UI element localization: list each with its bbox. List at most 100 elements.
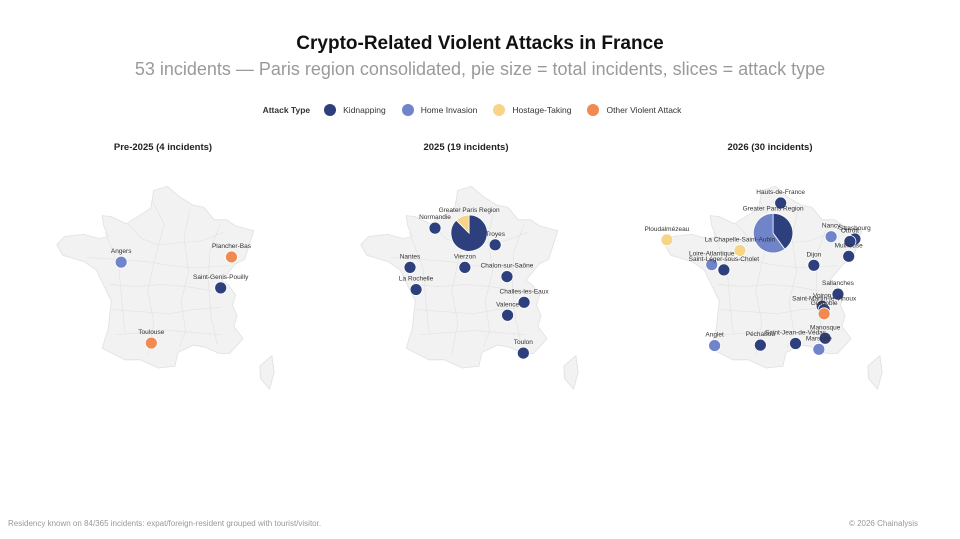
pie-normandie [428,221,442,235]
legend-label-home-invasion: Home Invasion [420,105,478,115]
panel-title-pre-2025: Pre-2025 (4 incidents) [113,142,213,153]
map-panel-0: Angers Plancher-Bas Saint-Genis-Pouilly Tou… [56,185,275,390]
location-label-angers: Angers [111,248,132,255]
pie-plancher-bas [225,250,238,264]
pie-grenoble [817,307,831,321]
pie-slice-nancy-home-invasion [824,230,838,244]
legend-swatch-kidnapping [324,104,337,116]
region-border [717,284,820,292]
pie-slice-saint-jean-de-vedas-kidnapping [789,337,802,350]
pie-slice-hauts-de-france-kidnapping [774,196,788,210]
france-outline [56,185,255,369]
pie-slice-pechabou-kidnapping [753,338,767,352]
legend-label-other-violent-attack: Other Violent Attack [606,105,682,115]
pie-toulon [516,346,530,360]
location-label-loire-atlantique: Loire-Atlantique [689,251,735,258]
location-label-ottrott: Ottrott [841,227,859,234]
location-label-marseille: Marseille [806,335,832,342]
region-border [413,284,516,292]
pie-valence [501,308,514,322]
pie-slice-loire-atlantique-home-invasion [705,258,719,272]
pie-slice-greater-paris-region-kidnapping [450,214,488,252]
legend-label-hostage-taking: Hostage-Taking [512,105,572,115]
location-label-anglet: Anglet [705,332,724,339]
pie-greater-paris-region [450,214,488,252]
legend-label-kidnapping: Kidnapping [343,105,386,115]
pie-challes-les-eaux [517,295,531,309]
pie-saint-leger-sous-cholet [717,263,731,277]
pie-loire-atlantique [705,258,719,272]
location-label-plancher-bas: Plancher-Bas [212,243,252,250]
pie-slice-greater-paris-region-home-invasion [752,212,786,254]
region-border [416,307,525,315]
pie-slice-grenoble-other-violent-attack [817,307,831,321]
location-label-nantes: Nantes [400,253,421,260]
location-label-ploudalmezeau: Ploudalmézeau [644,226,689,233]
location-label-hauts-de-france: Hauts-de-France [756,189,805,196]
pie-slice-challes-les-eaux-kidnapping [517,295,531,309]
region-border [104,232,126,333]
pie-slice-marseille-home-invasion [812,342,826,356]
legend-item-other-violent-attack: Other Violent Attack [587,104,681,116]
pie-slice-sallanches-kidnapping [831,287,845,301]
pie-troyes [488,238,502,252]
footer-copyright: © 2026 Chainalysis [848,519,918,528]
legend: Attack Type Kidnapping Home Invasion Hos… [0,104,960,116]
pie-slice-valence-kidnapping [501,308,514,322]
legend-swatch-home-invasion [401,104,414,116]
location-label-toulon: Toulon [514,339,534,346]
region-border [109,284,212,292]
location-label-greater-paris-region: Greater Paris Region [439,207,500,214]
panel-title-2025: 2025 (19 incidents) [423,142,509,153]
pie-slice-la-rochelle-kidnapping [409,283,423,296]
region-border [87,257,229,269]
location-label-normandie: Normandie [419,214,451,221]
pie-slice-plancher-bas-other-violent-attack [225,250,238,264]
location-label-saint-genis-pouilly: Saint-Genis-Pouilly [193,274,249,281]
location-label-valence: Valence [496,301,519,308]
location-label-mulhouse: Mulhouse [835,242,864,249]
pie-dijon [807,258,821,272]
region-border [115,330,221,336]
map-panel-2: Hauts-de-France Greater Paris Region Ploud… [644,185,883,390]
location-label-challes-les-eaux: Challes-les-Eaux [500,288,550,295]
location-label-sallanches: Sallanches [822,280,855,287]
pie-mulhouse [842,249,856,263]
france-outline [664,185,863,369]
pie-saint-genis-pouilly [214,281,228,295]
legend-title: Attack Type [262,105,311,115]
pie-pechabou [753,338,767,352]
region-border [147,200,165,356]
region-border [127,223,224,246]
location-label-voiron: Voiron [813,292,832,299]
chart-subtitle: 53 incidents — Paris region consolidated… [134,59,826,79]
location-label-la-rochelle: La Rochelle [399,276,434,283]
location-label-strasbourg: Strasbourg [839,225,871,232]
location-label-nancy: Nancy [822,223,841,230]
pie-sallanches [831,287,845,301]
location-label-chalon-sur-saone: Chalon-sur-Saône [481,263,534,270]
location-label-manosque: Manosque [810,324,841,331]
region-border [720,307,829,315]
pie-slice-angers-home-invasion [114,255,128,269]
pie-anglet [708,339,722,352]
legend-item-hostage-taking: Hostage-Taking [493,104,571,116]
pie-hauts-de-france [774,196,788,210]
region-border [419,330,525,336]
pie-slice-la-chapelle-saint-aubin-hostage-taking [733,244,747,257]
legend-item-kidnapping: Kidnapping [324,104,386,116]
region-border [112,307,221,315]
pie-nancy [824,230,838,244]
legend-item-home-invasion: Home Invasion [401,104,478,116]
pie-slice-saint-leger-sous-cholet-kidnapping [717,263,731,277]
pie-vierzon [458,261,472,274]
pie-ottrott [843,235,857,248]
pie-slice-greater-paris-region-kidnapping [772,212,794,250]
legend-swatch-hostage-taking [493,104,506,116]
pie-la-rochelle [409,283,423,296]
panel-title-2026: 2026 (30 incidents) [727,142,813,153]
location-label-saint-leger-sous-cholet: Saint-Léger-sous-Cholet [689,256,760,263]
corsica-outline [259,354,275,390]
pie-angers [114,255,128,269]
